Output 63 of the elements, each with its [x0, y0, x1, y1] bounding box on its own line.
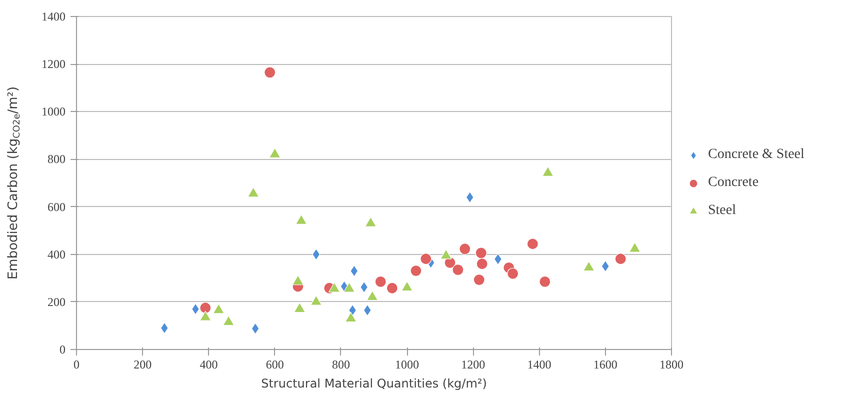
- x-axis-title: Structural Material Quantities (kg/m²): [261, 376, 487, 390]
- x-tick-label: 1800: [660, 358, 684, 372]
- x-tick-label: 400: [200, 358, 218, 372]
- point: [629, 242, 641, 252]
- point: [360, 281, 368, 293]
- point: [386, 282, 398, 294]
- y-axis-title: Embodied Carbon (kgCO2e/m²): [6, 86, 22, 280]
- point: [475, 247, 487, 259]
- y-tick-label: 1400: [42, 10, 66, 24]
- point: [350, 265, 358, 277]
- point: [364, 216, 376, 227]
- point: [539, 276, 551, 288]
- point: [222, 315, 234, 326]
- point: [200, 302, 212, 314]
- point: [269, 148, 281, 158]
- legend-label: Steel: [708, 202, 736, 218]
- point: [294, 302, 306, 313]
- point: [248, 187, 260, 198]
- point: [526, 238, 538, 250]
- x-tick-label: 1600: [593, 358, 618, 372]
- point: [542, 166, 554, 176]
- y-tick-label: 0: [60, 342, 66, 356]
- x-tick-label: 200: [134, 358, 152, 372]
- y-tick-label: 800: [48, 152, 66, 166]
- point: [420, 253, 432, 265]
- y-tick-label: 400: [48, 247, 66, 262]
- point: [452, 264, 464, 276]
- point: [212, 304, 224, 314]
- point: [310, 295, 322, 306]
- y-tick-label: 600: [48, 200, 66, 214]
- point: [494, 253, 502, 265]
- legend-label: Concrete & Steel: [708, 146, 804, 162]
- x-tick-label: 1200: [461, 358, 486, 372]
- legend-label: Concrete: [708, 174, 759, 190]
- point: [583, 261, 595, 272]
- point: [343, 282, 356, 292]
- point: [507, 268, 519, 280]
- point: [160, 322, 168, 334]
- x-tick-label: 1400: [527, 358, 552, 372]
- point: [366, 290, 378, 301]
- point: [295, 214, 308, 225]
- point: [251, 322, 260, 334]
- x-tick-label: 800: [332, 358, 350, 372]
- point: [374, 276, 386, 288]
- y-tick-label: 200: [48, 294, 66, 309]
- point: [614, 253, 626, 265]
- point: [440, 249, 452, 260]
- y-tick-label: 1000: [42, 104, 66, 119]
- y-tick-label: 1200: [42, 57, 66, 72]
- x-tick-label: 600: [266, 358, 284, 372]
- point: [292, 275, 304, 286]
- x-tick-label: 1000: [395, 358, 420, 372]
- point: [410, 264, 422, 277]
- x-tick-label: 0: [74, 358, 80, 372]
- point: [328, 282, 340, 292]
- point: [200, 310, 212, 321]
- point: [459, 243, 471, 255]
- point: [312, 248, 320, 260]
- point: [264, 66, 276, 78]
- point: [401, 281, 413, 292]
- point: [345, 312, 357, 322]
- point: [476, 258, 488, 270]
- point: [473, 274, 485, 286]
